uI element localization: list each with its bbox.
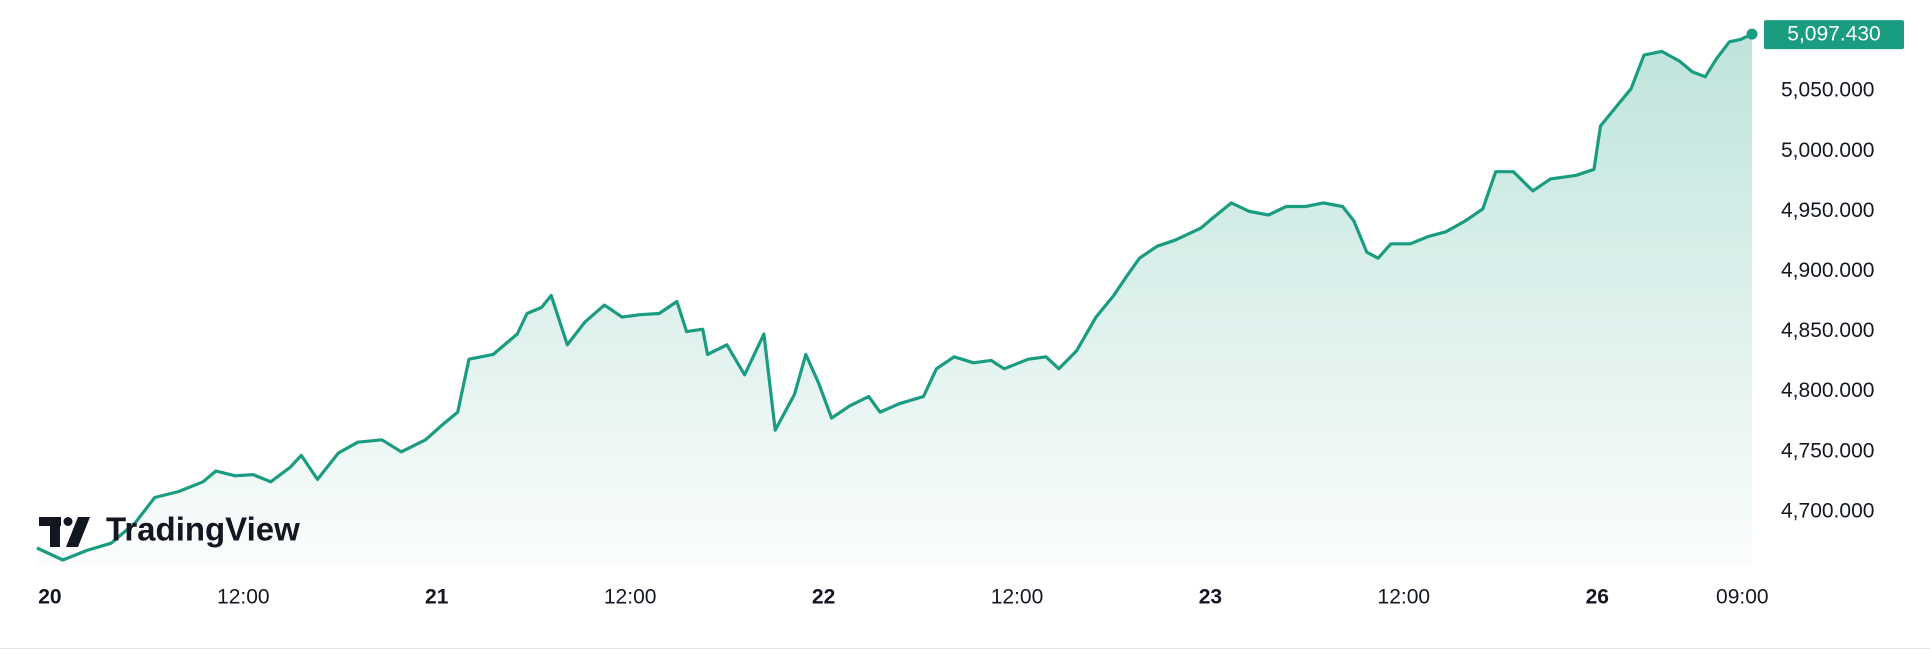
- x-tick-label: 12:00: [217, 586, 270, 609]
- logo-icon: [66, 517, 90, 547]
- y-tick-label: 5,050.000: [1781, 79, 1874, 102]
- y-tick-label: 4,800.000: [1781, 379, 1874, 402]
- x-tick-label: 09:00: [1716, 586, 1769, 609]
- price-label: 5,097.430: [1787, 23, 1880, 46]
- price-badge: [1764, 20, 1904, 50]
- x-tick-label: 22: [812, 586, 835, 609]
- y-tick-label: 5,000.000: [1781, 139, 1874, 162]
- x-tick-label: 12:00: [604, 586, 657, 609]
- logo-icon: [50, 517, 60, 547]
- x-tick-label: 21: [425, 586, 449, 609]
- y-tick-label: 4,700.000: [1781, 499, 1874, 522]
- logo-text: TradingView: [106, 511, 300, 548]
- y-tick-label: 4,850.000: [1781, 319, 1874, 342]
- y-tick-label: 4,900.000: [1781, 259, 1874, 282]
- plot-area: [36, 28, 1758, 567]
- x-tick-label: 23: [1199, 586, 1222, 609]
- x-tick-label: 20: [38, 586, 61, 609]
- area: [37, 34, 1752, 567]
- logo-icon: [63, 517, 73, 526]
- line: [36, 32, 1753, 562]
- x-tick-label: 26: [1586, 586, 1609, 609]
- logo: TradingView: [39, 511, 300, 548]
- x-tick-label: 12:00: [1378, 586, 1431, 609]
- x-tick-label: 12:00: [991, 586, 1044, 609]
- y-tick-label: 4,950.000: [1781, 199, 1874, 222]
- last-point: [1746, 28, 1758, 40]
- y-tick-label: 4,750.000: [1781, 439, 1874, 462]
